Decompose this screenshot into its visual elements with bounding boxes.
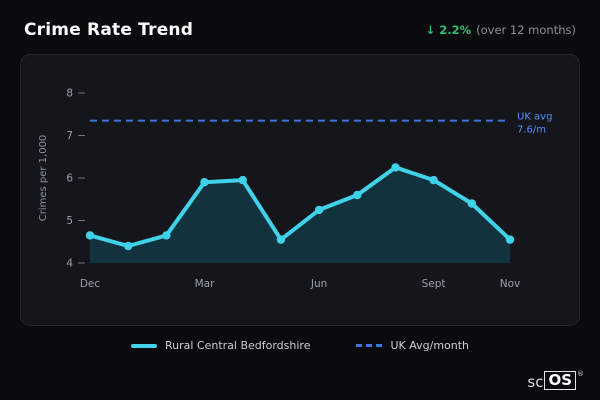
x-tick-label: Nov (500, 278, 521, 290)
data-point[interactable] (200, 178, 209, 187)
y-tick-label: 5 (66, 215, 73, 227)
data-point[interactable] (429, 175, 438, 185)
trend-badge: ↓ 2.2% (over 12 months) (426, 23, 576, 37)
data-point[interactable] (353, 190, 362, 200)
y-tick-label: 7 (66, 130, 73, 142)
data-point[interactable] (314, 205, 324, 215)
data-point[interactable] (276, 235, 286, 244)
x-tick-label: Dec (80, 278, 101, 290)
logo-box: OS (544, 371, 576, 390)
page-header: Crime Rate Trend ↓ 2.2% (over 12 months) (0, 0, 600, 54)
legend-label-series: Rural Central Bedfordshire (164, 339, 311, 352)
solid-line-swatch-icon (130, 343, 157, 348)
trend-line (88, 165, 512, 248)
data-point[interactable] (505, 235, 515, 244)
legend-label-uk-avg: UK Avg/month (390, 339, 470, 352)
uk-avg-label-line2: 7.6/m (517, 125, 546, 136)
registered-mark-icon: ® (577, 370, 584, 378)
x-tick-label: Sept (422, 278, 446, 290)
data-point[interactable] (162, 231, 171, 240)
scos-logo: sc OS ® (527, 371, 584, 390)
x-tick-label: Mar (195, 278, 215, 290)
dashed-line-swatch-icon (356, 344, 383, 347)
y-axis-label: Crimes per 1,000 (38, 135, 49, 222)
page-title: Crime Rate Trend (24, 20, 194, 40)
chart-legend: Rural Central Bedfordshire UK Avg/month (0, 339, 600, 352)
y-tick-label: 4 (66, 258, 73, 270)
trend-context: (over 12 months) (476, 23, 576, 37)
legend-item-uk-avg[interactable]: UK Avg/month (356, 339, 469, 352)
data-point[interactable] (391, 163, 400, 172)
y-tick-label: 6 (66, 173, 73, 185)
trend-chart: UK avg 7.6/m 4 5 6 7 8 Dec Mar Jun Sept Nov Crimes p… (38, 88, 552, 291)
data-point[interactable] (467, 199, 476, 208)
data-point[interactable] (85, 231, 95, 240)
data-point[interactable] (124, 241, 133, 251)
x-tick-label: Jun (310, 278, 327, 290)
uk-avg-label-line1: UK avg (517, 112, 552, 123)
data-point[interactable] (238, 175, 247, 185)
legend-item-series[interactable]: Rural Central Bedfordshire (130, 339, 311, 352)
y-tick-label: 8 (66, 88, 73, 100)
trend-value: ↓ 2.2% (425, 23, 472, 37)
chart-area (90, 167, 510, 263)
logo-prefix: sc (527, 373, 544, 391)
chart-card: UK avg 7.6/m 4 5 6 7 8 Dec Mar Jun Sept Nov Crimes p… (20, 54, 580, 326)
